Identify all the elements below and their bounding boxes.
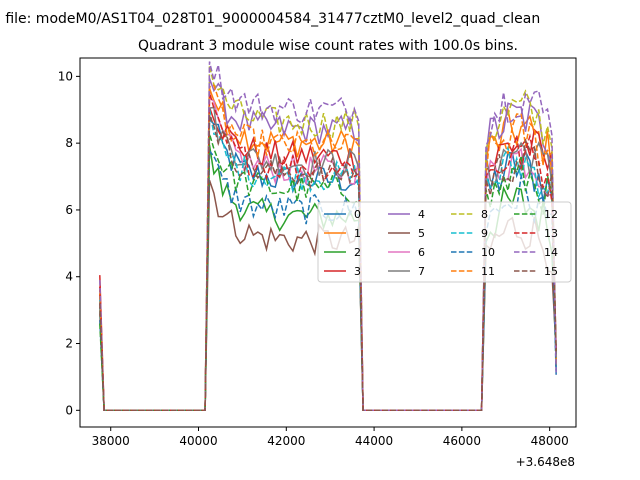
x-tick-label: 46000 (443, 434, 481, 448)
legend-label: 1 (354, 227, 361, 240)
x-tick-label: 38000 (92, 434, 130, 448)
legend-box (317, 201, 572, 283)
legend-label: 13 (544, 227, 558, 240)
y-tick-label: 6 (65, 203, 73, 217)
series-line-11 (99, 84, 557, 412)
suptitle: n file: modeM0/AS1T04_028T01_9000004584_… (0, 11, 540, 27)
series-line-15 (99, 114, 557, 412)
legend-label: 7 (418, 265, 425, 278)
legend-label: 10 (481, 246, 495, 259)
legend-label: 15 (544, 265, 558, 278)
y-tick-label: 4 (65, 270, 73, 284)
x-offset-label: +3.648e8 (516, 455, 575, 469)
legend-label: 5 (418, 227, 425, 240)
x-axis: 38000 40000 42000 44000 46000 48000 (92, 427, 569, 448)
legend-label: 8 (481, 208, 488, 221)
plot-frame (79, 57, 577, 428)
legend-label: 9 (481, 227, 488, 240)
legend-label: 4 (418, 208, 425, 221)
y-tick-label: 8 (65, 136, 73, 150)
chart-title: Quadrant 3 module wise count rates with … (138, 38, 518, 54)
y-axis: 0 2 4 6 8 10 (58, 69, 80, 417)
y-tick-label: 10 (58, 69, 73, 83)
y-tick-label: 2 (65, 337, 73, 351)
y-tick-label: 0 (65, 403, 73, 417)
legend-label: 6 (418, 246, 425, 259)
x-tick-label: 40000 (179, 434, 217, 448)
legend-label: 2 (354, 246, 361, 259)
x-tick-label: 48000 (531, 434, 569, 448)
legend-label: 11 (481, 265, 495, 278)
legend-label: 3 (354, 265, 361, 278)
x-tick-label: 42000 (267, 434, 305, 448)
legend-label: 14 (544, 246, 558, 259)
legend-label: 12 (544, 208, 558, 221)
legend-label: 0 (354, 208, 361, 221)
x-tick-label: 44000 (355, 434, 393, 448)
